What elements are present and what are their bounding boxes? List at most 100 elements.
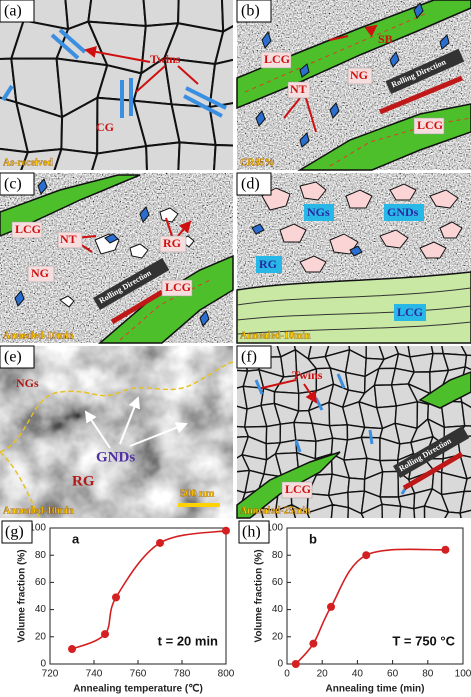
x-tick-label: 740 [86, 669, 103, 680]
annotation: LCG [417, 118, 443, 132]
band-detail [329, 117, 471, 167]
plot-frame [286, 527, 464, 665]
grain [423, 505, 450, 518]
grain [259, 507, 278, 518]
label-box [347, 67, 373, 85]
x-tick-label: 100 [455, 669, 471, 680]
arrows [261, 379, 316, 402]
grain-boundary [0, 451, 41, 519]
data-point [441, 545, 450, 554]
y-tick-label: 80 [272, 550, 284, 561]
note: T = 750 °C [392, 633, 455, 648]
arrows [84, 396, 188, 449]
grain [444, 511, 462, 518]
grain [213, 25, 233, 65]
annotation: LCG [264, 52, 290, 66]
annotation: GNDs [387, 205, 419, 219]
band-detail [244, 13, 426, 93]
panel-label-box [0, 0, 35, 23]
y-tick-label: 20 [35, 631, 47, 642]
y-tick-label: 0 [40, 659, 46, 670]
new-grains [261, 181, 463, 273]
annotation: NGs [16, 376, 39, 390]
grain [463, 476, 471, 493]
label-box [393, 425, 470, 479]
x-tick-label: 40 [352, 669, 364, 680]
grain [53, 148, 99, 170]
nt-grain [349, 245, 363, 257]
label-box [281, 481, 313, 499]
annotation: RG [163, 236, 181, 250]
annotation: LCG [285, 482, 311, 496]
grain [260, 387, 276, 407]
panel-b: LCG SB NG NT Rolling Direction LCG (b) C… [236, 0, 471, 171]
panel-label: (f) [241, 349, 257, 366]
label-box [385, 48, 465, 95]
grain-boundary [0, 361, 234, 453]
annotation: SB [378, 32, 393, 46]
data-point [101, 630, 109, 639]
y-axis-label: Volume fraction (%) [254, 549, 265, 642]
x-tick-label: 20 [317, 669, 329, 680]
annotation: RG [72, 473, 95, 489]
grain [347, 506, 365, 518]
y-tick-label: 80 [35, 550, 47, 561]
panel-label-box [0, 172, 35, 196]
y-tick-label: 40 [35, 604, 47, 615]
x-tick-label: 800 [218, 669, 235, 680]
grain [208, 58, 233, 109]
x-tick-label: 780 [174, 669, 191, 680]
grain-mesh [237, 346, 471, 518]
panel-label-box [236, 345, 272, 369]
data-point [327, 602, 335, 611]
annotation: LCG [15, 222, 41, 236]
grain [145, 141, 181, 170]
panel-label: (h) [242, 524, 261, 541]
label-box [159, 235, 187, 253]
note: t = 20 min [158, 633, 218, 648]
grain [381, 503, 402, 518]
panel-f: Twins LCG Rolling Direction (f) Annealed… [236, 345, 471, 519]
x-axis-label: Annealing time (min) [326, 684, 425, 695]
annotation: NG [31, 266, 49, 280]
annotation: LCG [165, 280, 191, 294]
data-point [291, 660, 300, 668]
data-point [112, 593, 120, 602]
rd-arrow [110, 289, 164, 325]
grain [177, 141, 217, 170]
annotation: NT [60, 232, 77, 246]
x-axis-label: Annealing temperature (℃) [73, 684, 203, 695]
data-point [362, 551, 371, 560]
scale-bar-label: 500 nm [180, 488, 215, 500]
panel-label-box [1, 520, 33, 544]
label-box [57, 231, 83, 249]
arrows [74, 218, 190, 253]
x-tick-label: 720 [42, 669, 59, 680]
y-tick-label: 20 [272, 631, 284, 642]
data-point [68, 645, 76, 654]
grain [360, 503, 384, 518]
panel-label: (c) [4, 176, 22, 193]
rd-arrow [379, 75, 463, 115]
panel-bg [0, 346, 233, 518]
grain [20, 148, 63, 170]
x-tick-label: 0 [284, 669, 290, 680]
arrows [86, 50, 199, 93]
caption: CR85% [240, 157, 274, 168]
annotation: NGs [307, 205, 330, 219]
grain [461, 401, 471, 427]
caption: Annealed-10min [3, 330, 74, 341]
grain [330, 503, 350, 518]
grain [221, 0, 233, 33]
label-box [11, 221, 43, 239]
panel-label-box [238, 520, 270, 544]
nt-grain [251, 223, 265, 235]
y-tick-label: 60 [272, 577, 284, 588]
label-box [93, 257, 170, 311]
panel-label-box [0, 345, 35, 369]
caption: Annealed-25min [240, 505, 311, 516]
lcg-band [418, 371, 471, 409]
grain [413, 505, 426, 518]
grain [306, 503, 334, 518]
annotation: b [309, 531, 317, 546]
